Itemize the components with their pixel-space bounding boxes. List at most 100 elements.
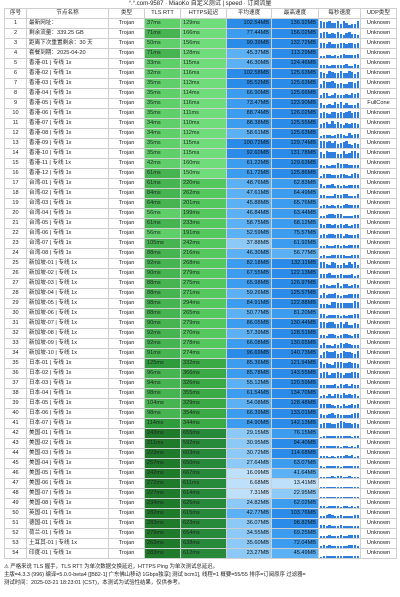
sparkline-bar — [320, 56, 323, 58]
sparkline-bar — [320, 424, 323, 428]
sparkline-bar — [328, 195, 331, 198]
tls-rtt-cell: 98ms — [144, 388, 181, 399]
sparkline-bar — [334, 335, 337, 338]
sparkline-bar — [348, 466, 351, 468]
per-second-sparkline — [320, 450, 359, 458]
sparkline-bar — [328, 525, 331, 528]
sparkline-bar — [322, 246, 326, 248]
sparkline-bar — [331, 22, 334, 28]
sparkline-bar — [348, 185, 351, 188]
sparkline-bar — [353, 394, 357, 398]
sparkline-bar — [334, 456, 337, 458]
sparkline-bar — [351, 255, 354, 258]
sparkline-bar — [353, 215, 357, 218]
https-latency-cell: 156ms — [180, 38, 227, 49]
sparkline-bar — [325, 303, 328, 308]
avg-speed-cell: 37.88MB — [226, 238, 272, 249]
sparkline-bar — [353, 83, 357, 88]
sparkline-bar — [328, 333, 331, 338]
node-index-cell: 4 — [4, 48, 27, 59]
udp-type-cell: Unknown — [360, 458, 397, 469]
node-type-cell: Trojan — [108, 378, 145, 389]
avg-speed-cell: 61.72MB — [226, 168, 272, 179]
per-second-sparkline — [320, 420, 359, 428]
sparkline-bar — [348, 545, 351, 548]
sparkline-bar — [339, 285, 343, 288]
avg-speed-cell: 73.47MB — [226, 98, 272, 109]
tls-rtt-cell: 104ms — [144, 398, 181, 409]
table-row: 51 德国-01 | 专线 1x Trojan 283ms 623ms 36.07MB 98… — [4, 518, 397, 529]
udp-type-cell: Unknown — [360, 158, 397, 169]
avg-speed-cell: 24.82MB — [226, 498, 272, 509]
avg-speed-cell: 84.91MB — [226, 298, 272, 309]
sparkline-bar — [348, 385, 351, 388]
sparkline-bar — [328, 363, 331, 368]
sparkline-bar — [320, 516, 323, 518]
node-index-cell: 45 — [4, 458, 27, 469]
sparkline-bar — [351, 496, 354, 498]
table-header-row: 序号 节点名称 类型 TLS RTT HTTPS延迟 平均速度 最高速度 每秒速… — [4, 8, 397, 19]
node-name-cell: 新加坡-04 | 专线 1x — [26, 288, 109, 299]
node-type-cell: Trojan — [108, 528, 145, 539]
sparkline-bar — [353, 404, 357, 408]
tls-rtt-cell: 90ms — [144, 318, 181, 329]
table-row: 47 美国-06 | 专线 1x Trojan 272ms 611ms 6.68MB 13.… — [4, 478, 397, 489]
sparkline-bar — [325, 514, 328, 518]
sparkline-bar — [322, 404, 326, 408]
node-index-cell: 10 — [4, 108, 27, 119]
sparkline-bar — [320, 234, 323, 238]
node-type-cell: Trojan — [108, 78, 145, 89]
sparkline-bar — [328, 556, 331, 558]
sparkline-bar — [356, 244, 359, 248]
sparkline-bar — [342, 545, 345, 548]
sparkline-bar — [342, 295, 345, 298]
sparkline-bar — [322, 274, 326, 278]
sparkline-bar — [336, 446, 340, 448]
sparkline-bar — [348, 486, 351, 488]
footer-config: 主版=4.3.3 (996) 编译=5.0.0-beta4 [[B82-1] 广… — [4, 572, 306, 579]
tls-rtt-cell: 223ms — [144, 448, 181, 459]
sparkline-bar — [339, 254, 343, 258]
avg-speed-cell: 6.68MB — [226, 478, 272, 489]
node-name-cell: 印度-01 | 专线 1x — [26, 548, 109, 559]
sparkline-bar — [339, 476, 343, 478]
node-index-cell: 31 — [4, 318, 27, 329]
per-second-speed-cell — [318, 358, 361, 369]
sparkline-bar — [328, 322, 331, 328]
table-row: 25 新加坡-01 | 专线 1x Trojan 92ms 268ms 82.18MB 13… — [4, 258, 397, 269]
speed-test-table: 序号 节点名称 类型 TLS RTT HTTPS延迟 平均速度 最高速度 每秒速… — [4, 8, 397, 559]
https-latency-cell: 638ms — [180, 538, 227, 549]
sparkline-bar — [320, 535, 323, 538]
sparkline-bar — [345, 515, 348, 518]
sparkline-bar — [336, 224, 340, 228]
max-speed-cell: 13.41MB — [271, 478, 319, 489]
sparkline-bar — [331, 174, 334, 178]
sparkline-bar — [339, 455, 343, 458]
sparkline-bar — [356, 476, 359, 478]
sparkline-bar — [345, 466, 348, 468]
sparkline-bar — [325, 184, 328, 188]
sparkline-bar — [331, 255, 334, 258]
per-second-sparkline — [320, 190, 359, 198]
sparkline-bar — [342, 204, 345, 208]
per-second-speed-cell — [318, 178, 361, 189]
sparkline-bar — [339, 295, 343, 298]
sparkline-bar — [322, 93, 326, 98]
sparkline-bar — [339, 185, 343, 188]
node-type-cell: Trojan — [108, 428, 145, 439]
sparkline-bar — [320, 385, 323, 388]
node-name-cell: 香港-05 | 专线 1x — [26, 98, 109, 109]
table-row: 48 美国-07 | 专线 1x Trojan 227ms 614ms 7.31MB 22.… — [4, 488, 397, 499]
avg-speed-cell: 67.55MB — [226, 268, 272, 279]
sparkline-bar — [356, 556, 359, 558]
sparkline-bar — [339, 372, 343, 378]
sparkline-bar — [351, 134, 354, 138]
avg-speed-cell: 46.30MB — [226, 248, 272, 259]
sparkline-bar — [322, 123, 326, 128]
col-header-name: 节点名称 — [26, 8, 109, 19]
sparkline-bar — [339, 133, 343, 138]
per-second-speed-cell — [318, 208, 361, 219]
sparkline-bar — [356, 506, 359, 508]
sparkline-bar — [342, 466, 345, 468]
per-second-sparkline — [320, 150, 359, 158]
